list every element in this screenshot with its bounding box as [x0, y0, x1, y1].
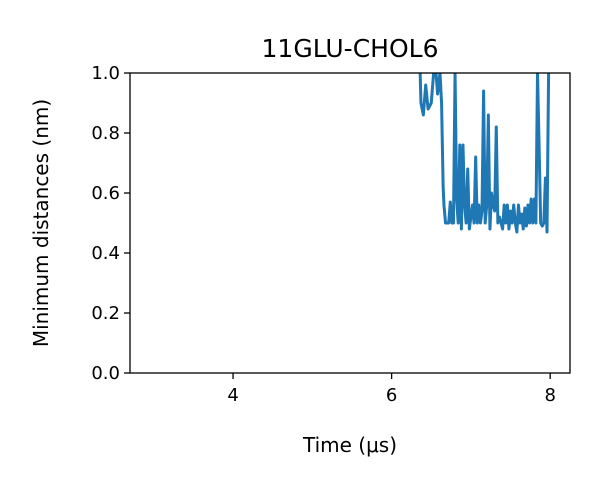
chart-title: 11GLU-CHOL6 — [262, 34, 439, 63]
y-tick-label: 0.2 — [91, 303, 120, 324]
x-tick-label: 4 — [227, 385, 238, 406]
y-tick-label: 0.4 — [91, 243, 120, 264]
plot-series-layer — [418, 73, 551, 234]
y-axis-label: Minimum distances (nm) — [29, 99, 53, 347]
x-axis-label: Time (μs) — [302, 433, 397, 457]
y-tick-label: 0.8 — [91, 123, 120, 144]
x-tick-label: 6 — [386, 385, 397, 406]
y-tick-label: 0.6 — [91, 183, 120, 204]
x-tick-label: 8 — [544, 385, 555, 406]
y-tick-label: 0.0 — [91, 363, 120, 384]
series-line-0 — [418, 73, 551, 234]
plot-frame — [129, 72, 571, 374]
x-axis-ticks: 4 6 8 — [227, 373, 556, 406]
y-tick-label: 1.0 — [91, 63, 120, 84]
y-axis-ticks: 0.0 0.2 0.4 0.6 0.8 1.0 — [91, 63, 130, 384]
